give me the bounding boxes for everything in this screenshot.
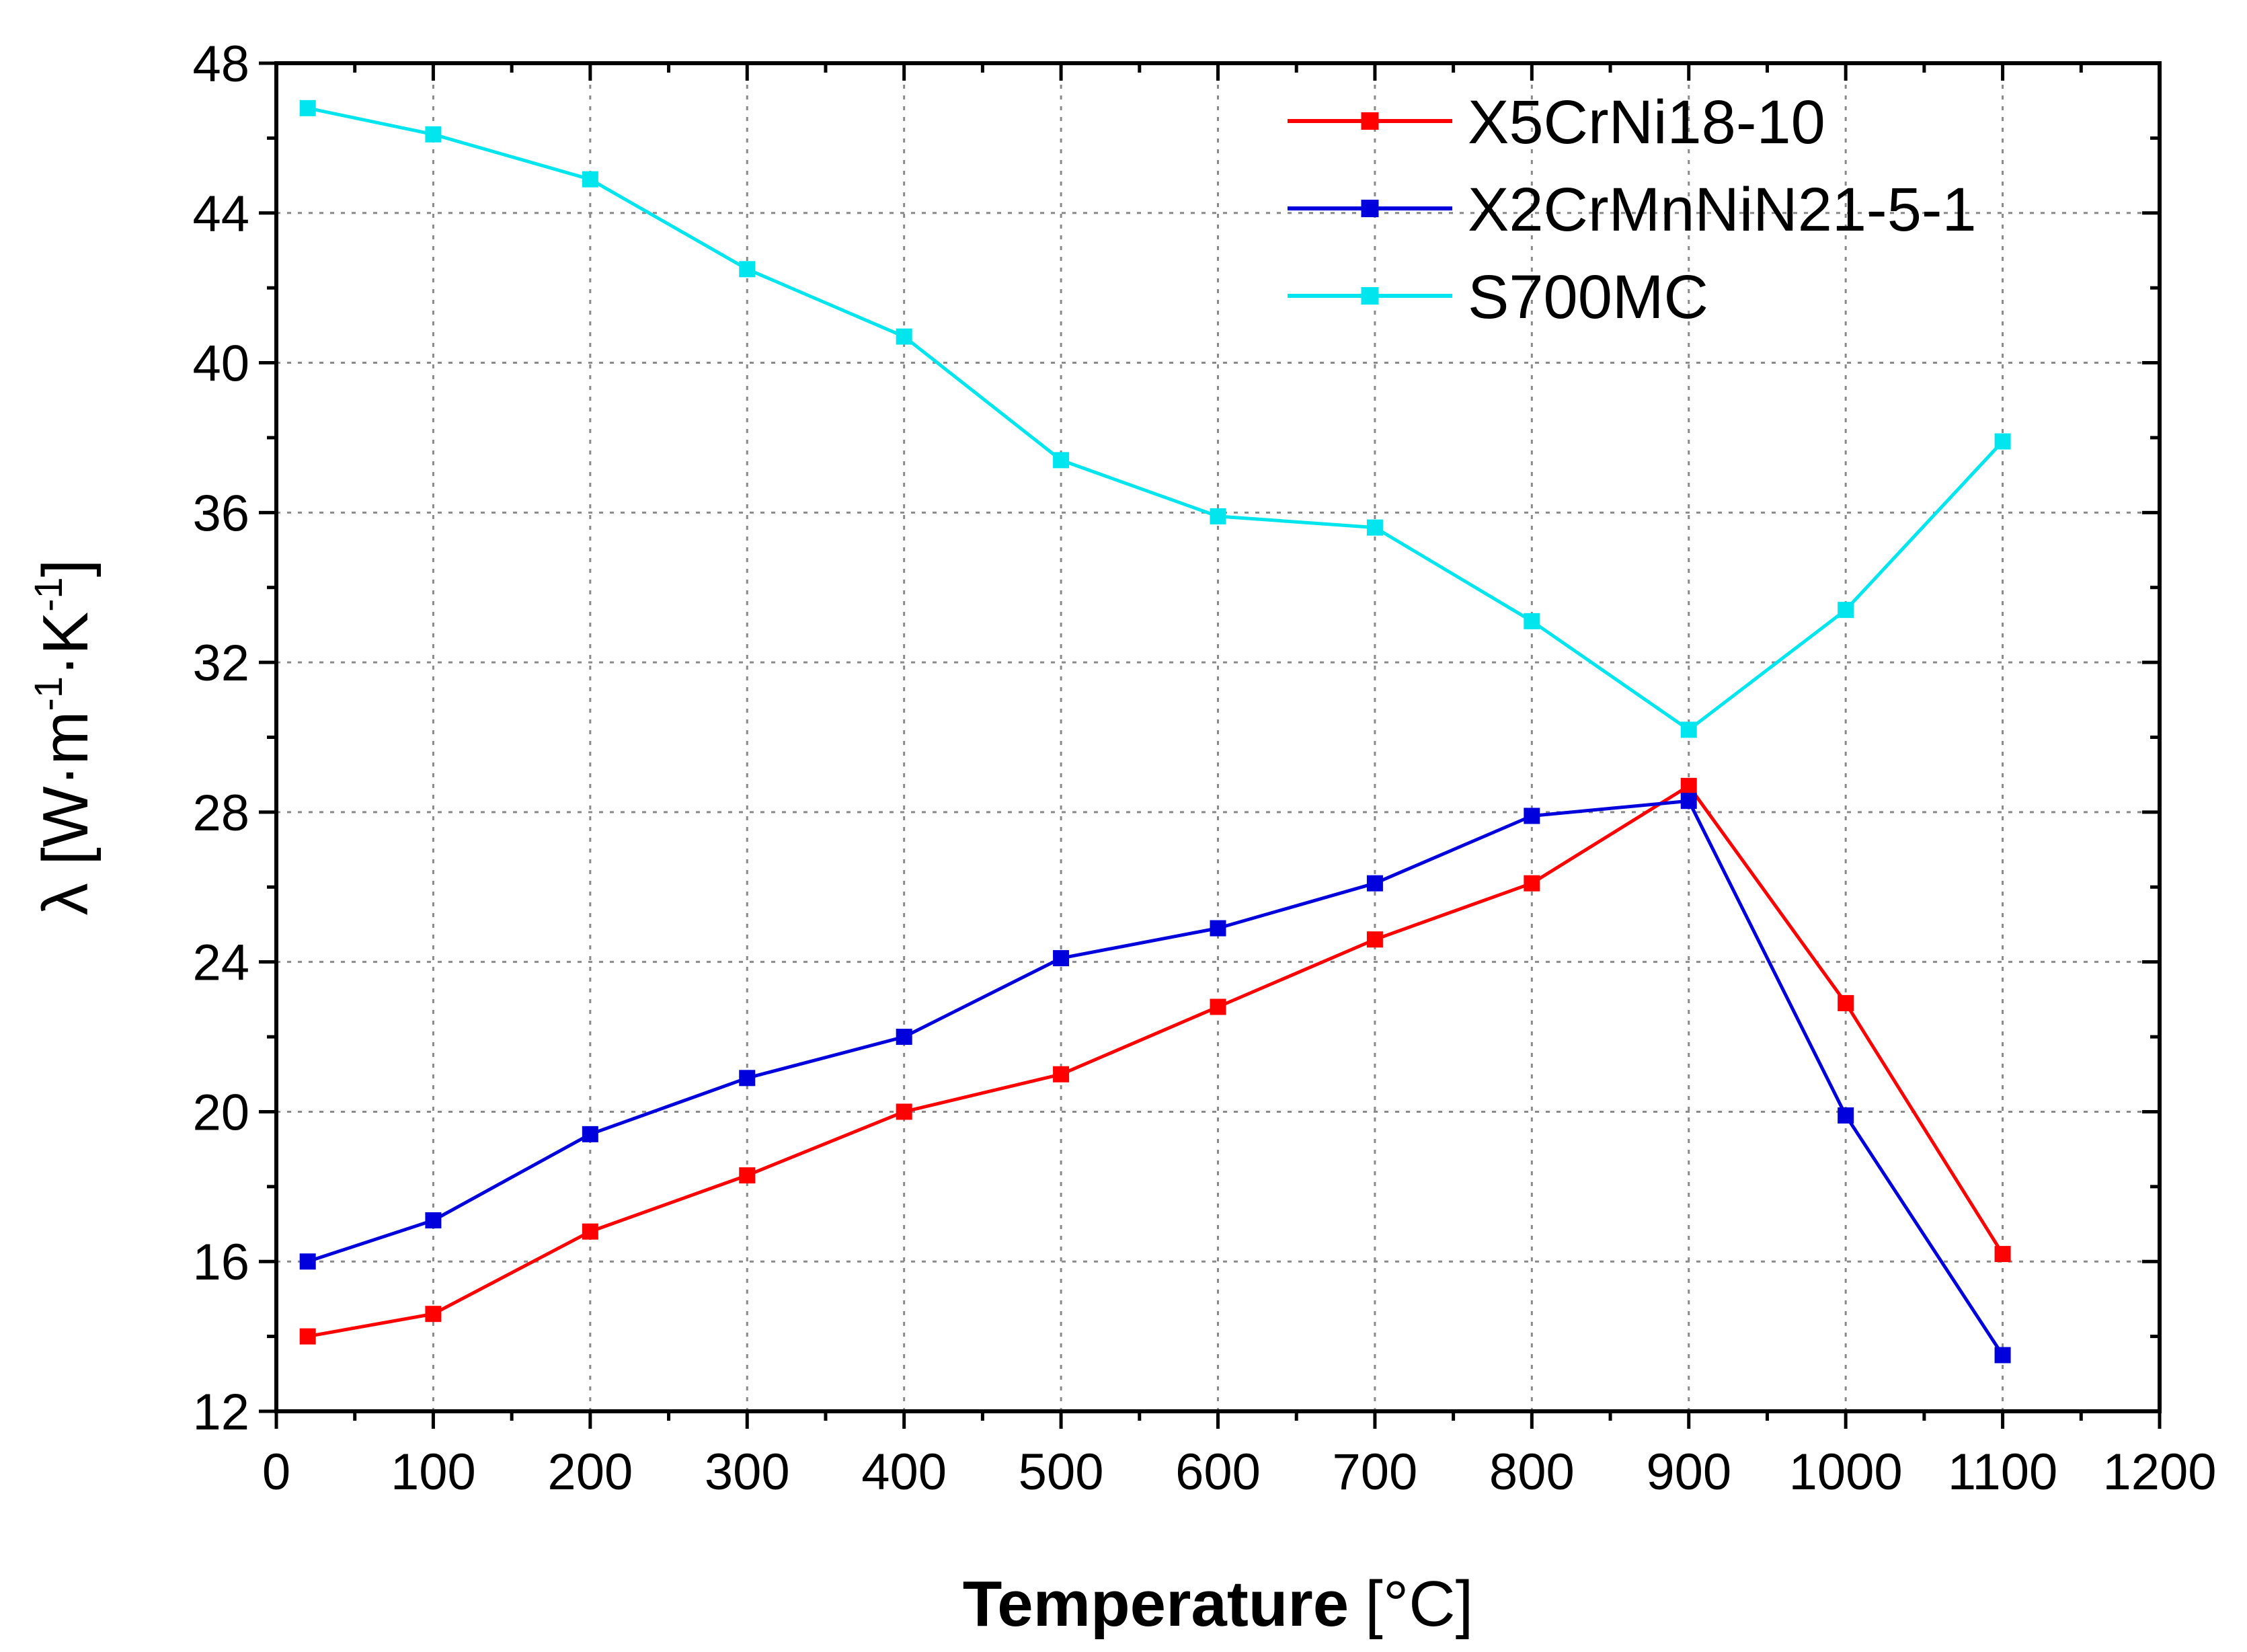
- grid: [276, 63, 2160, 1411]
- x-axis-title-unit: [°C]: [1365, 1568, 1473, 1640]
- y-tick-label: 48: [192, 36, 249, 93]
- data-point: [299, 100, 316, 116]
- legend-marker: [1361, 112, 1379, 130]
- data-point: [739, 261, 756, 278]
- data-point: [1680, 793, 1697, 810]
- x-tick-label: 700: [1333, 1444, 1418, 1501]
- data-point: [425, 126, 442, 143]
- x-tick-label: 600: [1175, 1444, 1261, 1501]
- y-tick-label: 20: [192, 1084, 249, 1141]
- data-point: [1838, 994, 1854, 1011]
- x-tick-label: 500: [1019, 1444, 1104, 1501]
- data-point: [739, 1070, 756, 1087]
- data-point: [1994, 433, 2011, 450]
- x-tick-label: 0: [262, 1444, 290, 1501]
- data-point: [1838, 1107, 1854, 1124]
- y-axis-title-suffix: ]: [30, 559, 102, 578]
- data-point: [1366, 875, 1383, 892]
- legend: X5CrNi18-10 X2CrMnNiN21-5-1 S700MC: [1288, 88, 1977, 331]
- data-point: [299, 1328, 316, 1345]
- x-tick-label: 400: [861, 1444, 947, 1501]
- legend-item: S700MC: [1288, 263, 1708, 331]
- data-point: [1838, 602, 1854, 619]
- legend-marker: [1361, 287, 1379, 305]
- series-layer: [299, 100, 2011, 1364]
- y-tick-label: 12: [192, 1384, 249, 1441]
- tick-labels: 0 100 200 300 400 500 600 700 800 900 1000 1100 1200…: [192, 36, 2216, 1501]
- data-point: [896, 1103, 912, 1120]
- x-tick-label: 1100: [1948, 1444, 2057, 1501]
- x-axis-title: Temperature [°C]: [963, 1568, 1473, 1640]
- series-line: [307, 106, 2004, 732]
- data-point: [582, 1126, 598, 1142]
- y-tick-label: 28: [192, 785, 249, 842]
- data-point: [299, 1253, 316, 1270]
- x-tick-label: 200: [547, 1444, 633, 1501]
- data-point: [425, 1212, 442, 1228]
- y-axis-title-exp2: -1: [27, 577, 71, 612]
- legend-item: X2CrMnNiN21-5-1: [1288, 175, 1977, 244]
- x-tick-label: 800: [1489, 1444, 1575, 1501]
- data-point: [739, 1167, 756, 1184]
- data-point: [896, 1029, 912, 1046]
- data-point: [896, 328, 912, 345]
- data-point: [1366, 519, 1383, 536]
- y-tick-label: 24: [192, 935, 249, 992]
- axis-ticks: [259, 61, 2162, 1429]
- legend-marker: [1361, 200, 1379, 217]
- y-axis-title-mid: ·K: [30, 612, 102, 676]
- series-X5CrNi18-10: [299, 777, 2011, 1345]
- data-point: [1366, 931, 1383, 948]
- data-point: [1210, 920, 1226, 937]
- data-point: [1524, 875, 1540, 892]
- data-point: [1053, 950, 1070, 967]
- x-tick-label: 1000: [1789, 1444, 1903, 1501]
- data-point: [582, 171, 598, 188]
- series-line: [307, 784, 2004, 1339]
- y-tick-label: 36: [192, 485, 249, 542]
- data-point: [1053, 1066, 1070, 1083]
- y-tick-label: 16: [192, 1234, 249, 1291]
- x-tick-label: 100: [391, 1444, 476, 1501]
- data-point: [1524, 808, 1540, 824]
- y-axis-title: λ [W·m-1·K-1]: [27, 559, 102, 916]
- data-point: [1680, 777, 1697, 794]
- data-point: [425, 1306, 442, 1323]
- legend-item: X5CrNi18-10: [1288, 88, 1825, 157]
- data-point: [582, 1223, 598, 1240]
- legend-label: X2CrMnNiN21-5-1: [1468, 175, 1977, 244]
- legend-label: S700MC: [1468, 263, 1708, 331]
- series-line: [307, 799, 2004, 1356]
- x-tick-label: 900: [1646, 1444, 1731, 1501]
- x-tick-label: 1200: [2102, 1444, 2216, 1501]
- y-axis-title-exp1: -1: [27, 676, 71, 711]
- data-point: [1994, 1347, 2011, 1364]
- series-X2CrMnNiN21-5-1: [299, 793, 2011, 1364]
- y-tick-label: 32: [192, 635, 249, 692]
- data-point: [1053, 452, 1070, 469]
- x-tick-label: 300: [705, 1444, 790, 1501]
- data-point: [1524, 613, 1540, 629]
- plot-frame: [274, 61, 2162, 1413]
- data-point: [1210, 998, 1226, 1015]
- x-axis-title-main: Temperature: [963, 1568, 1349, 1640]
- data-point: [1680, 721, 1697, 738]
- series-S700MC: [299, 100, 2011, 738]
- data-point: [1210, 508, 1226, 524]
- y-tick-label: 44: [192, 186, 249, 243]
- y-tick-label: 40: [192, 336, 249, 393]
- legend-label: X5CrNi18-10: [1468, 88, 1825, 157]
- y-axis-title-prefix: λ [W·m: [30, 711, 102, 915]
- data-point: [1994, 1246, 2011, 1263]
